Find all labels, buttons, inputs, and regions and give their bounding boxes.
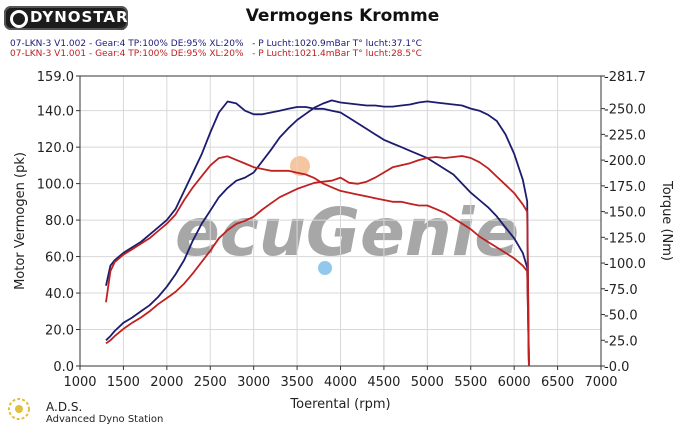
y-tick-label: 60.0	[45, 251, 74, 266]
axis-labels: Toerental (rpm) Motor Vermogen (pk) Torque…	[13, 152, 674, 412]
y-tick-label: 40.0	[45, 287, 74, 302]
ads-wheel-icon	[8, 398, 30, 420]
ads-subtitle: Advanced Dyno Station	[46, 414, 164, 425]
y2-tick-label: -225.0	[604, 128, 646, 143]
grid-lines	[80, 76, 601, 366]
x-tick-label: 3500	[281, 375, 314, 390]
logo-text: DYNOSTAR	[30, 8, 129, 26]
y-tick-label: 140.0	[37, 105, 74, 120]
y2-tick-label: -100.0	[604, 257, 646, 272]
y2-tick-label: -281.7	[604, 70, 646, 85]
y2-axis-label: Torque (Nm)	[659, 180, 674, 261]
y2-tick-label: -175.0	[604, 180, 646, 195]
y-tick-label: 100.0	[37, 178, 74, 193]
ads-title: A.D.S.	[46, 400, 83, 414]
y-axis-label: Motor Vermogen (pk)	[13, 152, 28, 290]
y2-tick-label: -0.0	[604, 360, 629, 375]
x-tick-label: 2000	[150, 375, 183, 390]
series-lines	[105, 99, 530, 367]
series-line-torque	[105, 155, 530, 367]
watermark-drop-icon	[318, 261, 332, 275]
y2-tick-label: -25.0	[604, 334, 638, 349]
run-info-line-2: 07-LKN-3 V1.001 - Gear:4 TP:100% DE:95% …	[10, 49, 422, 59]
x-tick-label: 5500	[454, 375, 487, 390]
y-tick-label: 120.0	[37, 141, 74, 156]
series-line-power	[105, 100, 530, 363]
x-tick-label: 4000	[324, 375, 357, 390]
watermark-flame-icon	[290, 156, 310, 176]
y2-tick-label: -150.0	[604, 206, 646, 221]
y2-tick-label: -50.0	[604, 309, 638, 324]
x-tick-label: 5000	[411, 375, 444, 390]
y-tick-label: 159.0	[37, 70, 74, 85]
ecugenie-watermark: ecuGenie	[175, 156, 519, 275]
run-info-line-1: 07-LKN-3 V1.002 - Gear:4 TP:100% DE:95% …	[10, 39, 422, 49]
x-tick-label: 7000	[584, 375, 617, 390]
series-line-power	[105, 155, 530, 363]
y2-tick-label: -250.0	[604, 103, 646, 118]
watermark-text: ecuGenie	[175, 194, 519, 271]
x-axis-label: Toerental (rpm)	[289, 397, 390, 412]
x-tick-label: 6500	[541, 375, 574, 390]
plot-frame	[79, 75, 602, 367]
x-tick-label: 4500	[367, 375, 400, 390]
x-tick-label: 1500	[107, 375, 140, 390]
dynostar-logo: DYNOSTAR	[4, 6, 128, 30]
x-tick-label: 3000	[237, 375, 270, 390]
y-tick-label: 20.0	[45, 324, 74, 339]
tick-labels: 1000 1500 2000 2500 3000 3500 4000 4500 5000 5500…	[37, 70, 646, 390]
y-tick-label: 80.0	[45, 214, 74, 229]
chart-title: Vermogens Kromme	[245, 6, 440, 26]
series-line-torque	[105, 99, 530, 367]
x-tick-label: 1000	[63, 375, 96, 390]
plot-axes	[76, 75, 605, 370]
y2-tick-label: -75.0	[604, 283, 638, 298]
y2-tick-label: -125.0	[604, 231, 646, 246]
y-tick-label: 0.0	[53, 360, 74, 375]
logo-subscript: nl	[118, 24, 125, 32]
logo-ring-icon	[10, 10, 28, 28]
x-tick-label: 2500	[194, 375, 227, 390]
x-tick-label: 6000	[498, 375, 531, 390]
y2-tick-label: -200.0	[604, 154, 646, 169]
